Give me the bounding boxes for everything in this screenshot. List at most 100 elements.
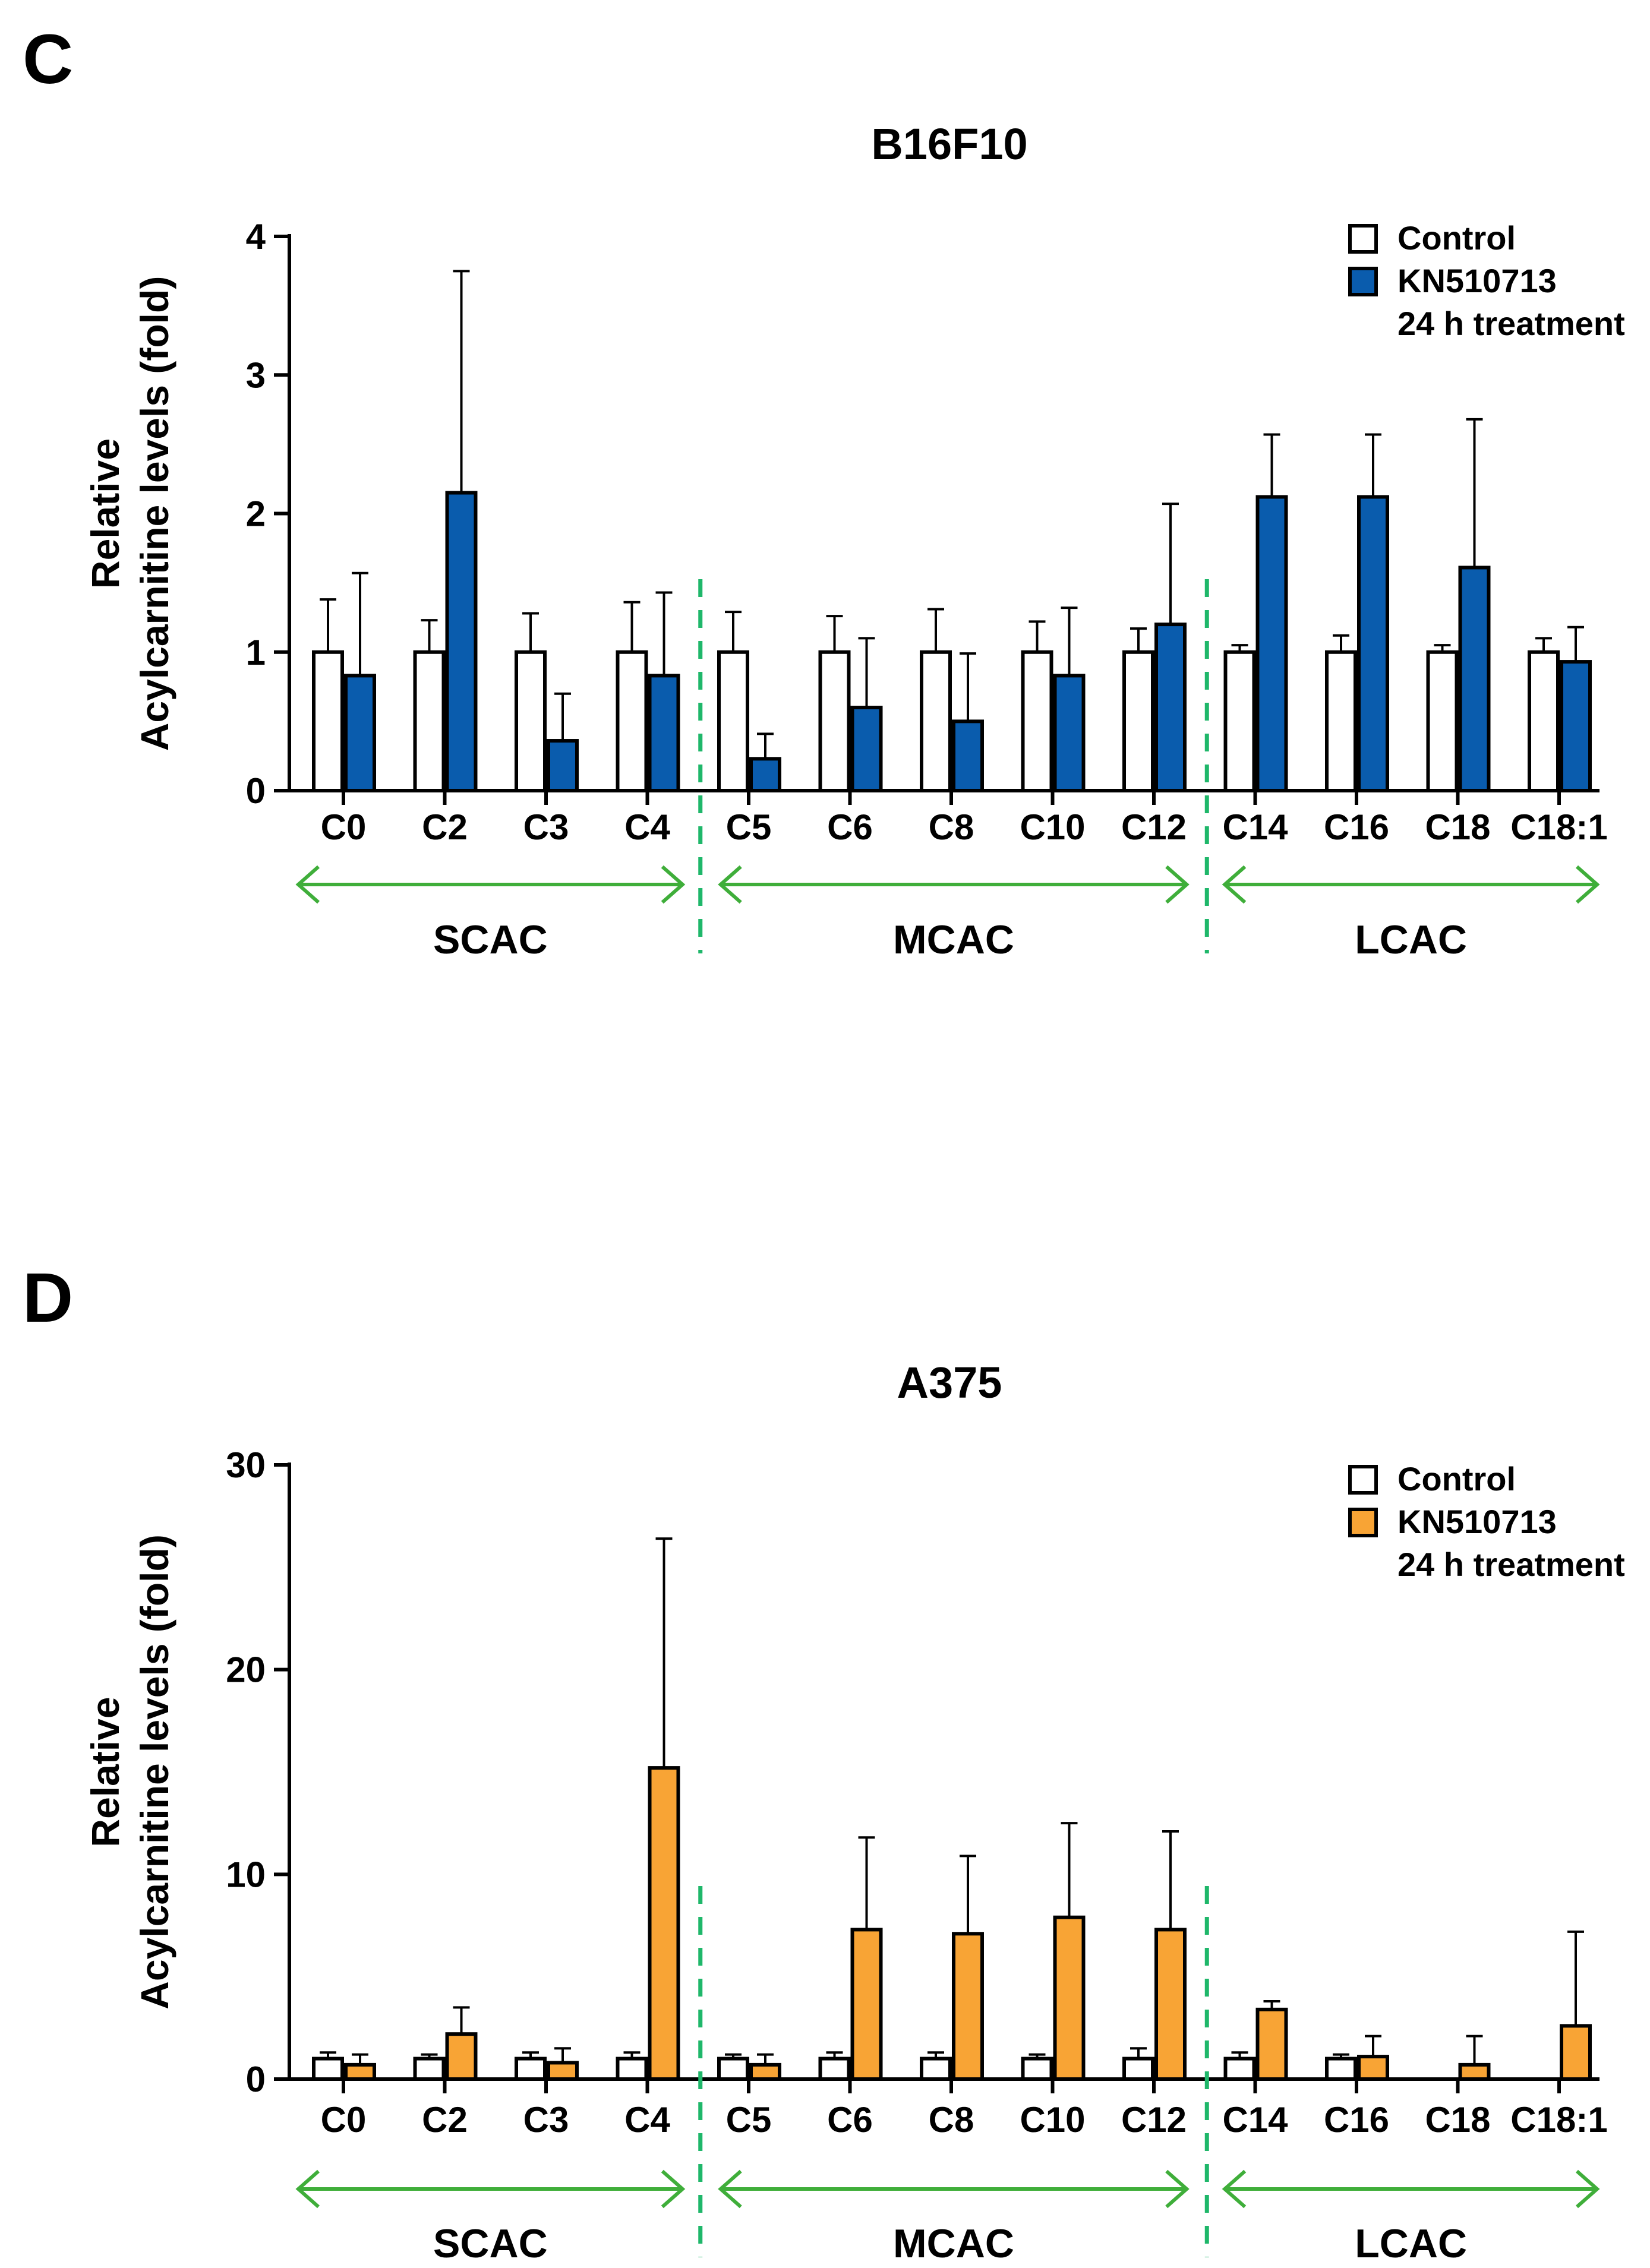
x-tick-label: C5 [726, 807, 772, 847]
x-tick-label: C18:1 [1510, 2100, 1607, 2140]
treatment-bar [952, 1932, 984, 2081]
treatment-bar [1053, 1915, 1086, 2081]
treatment-bar [445, 491, 478, 792]
treatment-bar [648, 1766, 680, 2081]
treatment-bar [1255, 2007, 1288, 2081]
control-bar [1223, 2057, 1256, 2081]
x-tick-label: C12 [1121, 807, 1187, 847]
treatment-bar [1053, 674, 1086, 792]
y-tick-label: 10 [226, 1855, 266, 1894]
group-arrow-head-right [1576, 865, 1600, 904]
treatment-bar [547, 2061, 579, 2081]
treatment-bar [648, 674, 680, 792]
treatment-bar [344, 674, 376, 792]
group-label: MCAC [893, 2221, 1014, 2265]
group-label: LCAC [1355, 2221, 1467, 2265]
legend-label-treatment-sub: 24 h treatment [1397, 305, 1625, 342]
group-arrow-head-left [718, 865, 742, 904]
y-tick-label: 2 [246, 494, 266, 534]
treatment-bar [445, 2032, 478, 2081]
y-axis-title-line2: Acylcarnitine levels (fold) [132, 276, 176, 751]
control-bar [818, 650, 851, 792]
y-axis-title-line2: Acylcarnitine levels (fold) [132, 1534, 176, 2010]
x-tick-label: C2 [422, 807, 468, 847]
legend-label-treatment: KN510713 [1397, 1503, 1557, 1540]
treatment-bar [749, 2062, 781, 2081]
group-label: SCAC [433, 917, 548, 962]
group-arrow-head-left [1222, 865, 1247, 904]
y-tick-label: 0 [246, 2059, 266, 2099]
control-bar [1021, 650, 1053, 792]
y-tick-label: 4 [246, 217, 266, 257]
group-label: LCAC [1355, 917, 1467, 962]
control-bar [413, 2057, 446, 2081]
group-label: SCAC [433, 2221, 548, 2265]
x-tick-label: C14 [1222, 807, 1288, 847]
x-tick-label: C12 [1121, 2100, 1187, 2140]
x-tick-label: C18 [1425, 807, 1490, 847]
treatment-bar [1458, 2062, 1491, 2081]
panel-letter: C [23, 20, 73, 99]
group-arrow [295, 865, 686, 904]
treatment-bar [850, 706, 883, 793]
treatment-bar [1357, 495, 1389, 792]
x-tick-label: C5 [726, 2100, 772, 2140]
group-arrow [295, 2169, 686, 2209]
x-tick-label: C16 [1324, 2100, 1389, 2140]
x-tick-label: C6 [827, 807, 873, 847]
control-bar [312, 650, 344, 792]
treatment-bar [952, 719, 984, 792]
legend-swatch-control [1348, 1465, 1378, 1495]
control-bar [413, 650, 446, 792]
legend-label-control: Control [1397, 219, 1516, 257]
chart-panel-d: D A375 Relative Acylcarnitine levels (fold)… [23, 1259, 1625, 2266]
x-tick-label: C6 [827, 2100, 873, 2140]
treatment-bar [1458, 566, 1491, 793]
x-tick-label: C2 [422, 2100, 468, 2140]
group-arrow-head-right [1576, 2169, 1600, 2209]
control-bar [1325, 650, 1357, 792]
treatment-bar [1154, 623, 1187, 792]
legend-label-treatment-sub: 24 h treatment [1397, 1546, 1625, 1583]
legend-swatch-treatment [1348, 267, 1378, 296]
control-bar [312, 2057, 344, 2081]
legend: Control KN510713 24 h treatment [1348, 219, 1625, 342]
group-arrow-head-right [1165, 865, 1190, 904]
control-bar [920, 2057, 952, 2081]
control-bar [1122, 2057, 1154, 2081]
x-tick-label: C8 [929, 807, 974, 847]
control-bar [1528, 650, 1560, 792]
group-arrow-head-left [718, 2169, 742, 2209]
panel-letter: D [23, 1259, 73, 1337]
treatment-bar [1154, 1928, 1187, 2081]
treatment-bar [1560, 2024, 1592, 2081]
treatment-bar [547, 739, 579, 793]
x-tick-label: C4 [624, 807, 670, 847]
treatment-bar [1357, 2055, 1389, 2081]
control-bar [920, 650, 952, 792]
group-arrow-head-left [295, 2169, 320, 2209]
group-arrow [718, 2169, 1190, 2209]
x-tick-label: C4 [624, 2100, 670, 2140]
x-tick-label: C3 [523, 807, 569, 847]
x-tick-label: C18 [1425, 2100, 1490, 2140]
y-tick-label: 30 [226, 1445, 266, 1485]
treatment-bar [749, 757, 781, 793]
control-bar [616, 650, 648, 792]
control-bar [1122, 650, 1154, 792]
control-bar [717, 2057, 749, 2081]
control-bar [1325, 2057, 1357, 2081]
y-tick-label: 0 [246, 771, 266, 811]
x-tick-label: C18:1 [1510, 807, 1607, 847]
group-arrow [1222, 865, 1600, 904]
control-bar [1426, 650, 1459, 792]
y-axis-title-line1: Relative [83, 438, 127, 589]
legend-swatch-control [1348, 224, 1378, 254]
chart-panel-c: C B16F10 Relative Acylcarnitine levels (fol… [23, 20, 1625, 962]
x-tick-label: C0 [321, 807, 367, 847]
control-bar [818, 2057, 851, 2081]
group-arrow-head-right [661, 865, 686, 904]
group-arrow [1222, 2169, 1600, 2209]
control-bar [616, 2057, 648, 2081]
